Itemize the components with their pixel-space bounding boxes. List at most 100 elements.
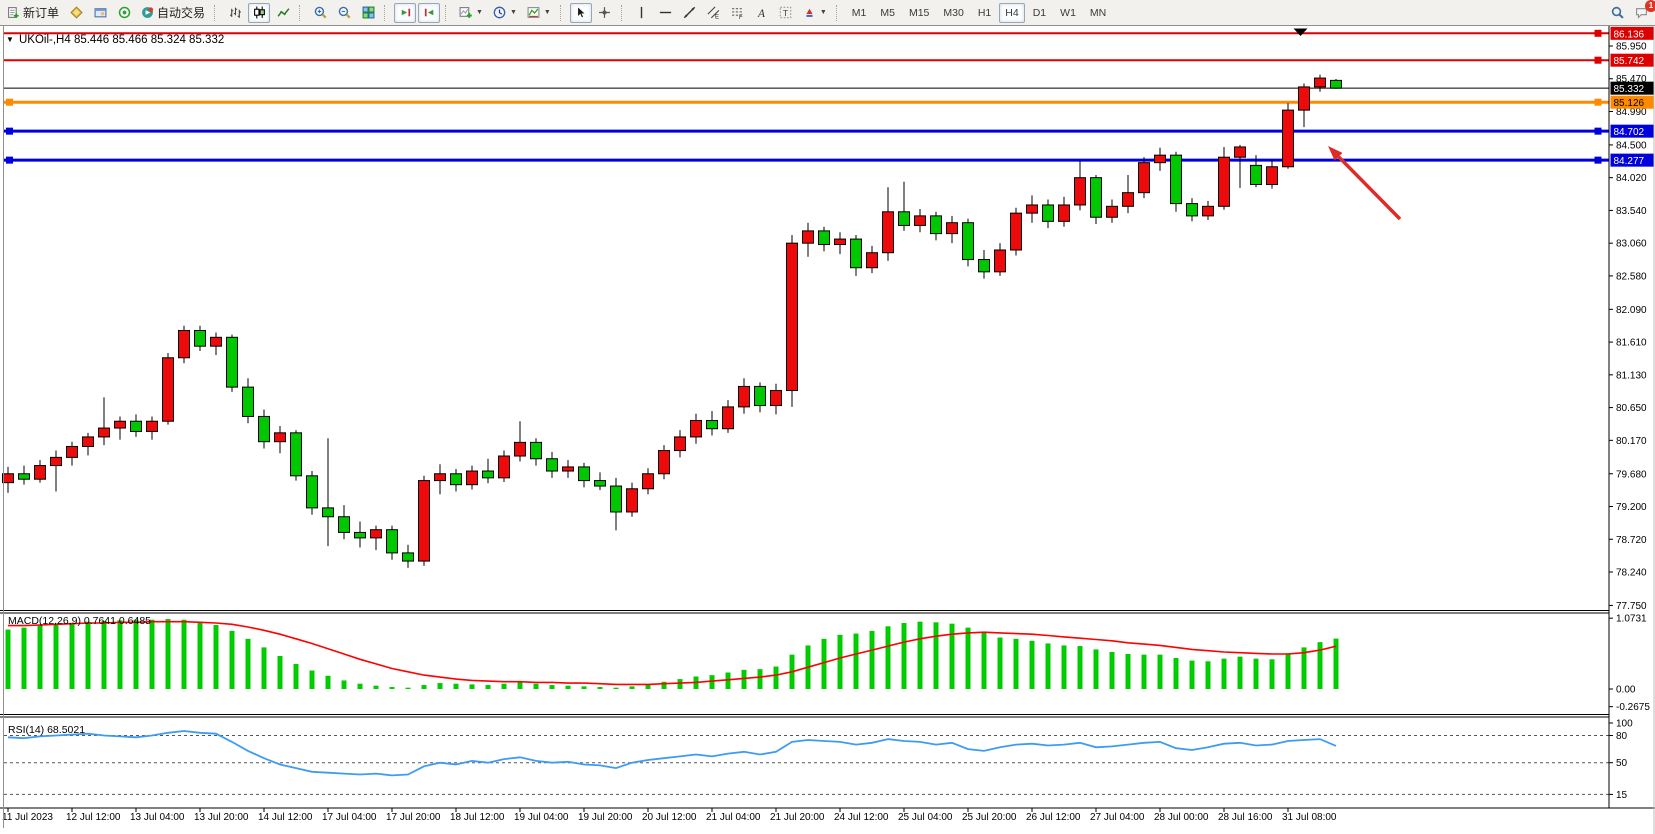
candle-body xyxy=(930,215,942,235)
bar-chart-icon xyxy=(229,7,241,18)
candle-body xyxy=(1010,212,1022,251)
candle-body xyxy=(98,427,110,438)
cursor-button[interactable] xyxy=(569,2,592,23)
candle-body xyxy=(994,249,1006,273)
zoom-out-button[interactable] xyxy=(333,3,355,23)
tf-h1[interactable]: H1 xyxy=(972,3,997,23)
macd-bar xyxy=(517,682,523,689)
templates-button[interactable]: ▼ xyxy=(523,3,555,23)
candle-body xyxy=(722,406,734,430)
bar-chart-button[interactable] xyxy=(224,3,246,23)
time-label: 18 Jul 12:00 xyxy=(450,812,505,823)
time-axis[interactable]: 11 Jul 2023 12 Jul 12:00 13 Jul 04:00 13 Ju… xyxy=(2,808,1337,823)
auto-trading-button[interactable]: 自动交易 xyxy=(137,3,209,23)
symbol-dropdown-icon: ▼ xyxy=(6,35,14,44)
price-badge-84.277-text: 84.277 xyxy=(1614,156,1645,167)
text-label-button[interactable]: T xyxy=(775,3,797,23)
price-tick-label: 80.650 xyxy=(1616,403,1647,414)
equidistant-channel-icon: E xyxy=(707,6,720,19)
tf-m1[interactable]: M1 xyxy=(846,3,873,23)
toolbar: 新订单 自动交易 ▼ ▼ ▼ E F A T ▼ M1 M5 M15 M30 H1 H4 D1 W1 MN 1 xyxy=(0,0,1655,26)
trendline-button[interactable] xyxy=(679,3,701,23)
hline-left-handle[interactable] xyxy=(6,98,13,106)
chart-shift-button[interactable] xyxy=(418,2,441,23)
fibonacci-button[interactable]: F xyxy=(727,3,749,23)
rsi-tick-label: 80 xyxy=(1616,731,1628,742)
macd-bar xyxy=(549,685,555,689)
auto-scroll-icon xyxy=(401,8,410,17)
horizontal-line-button[interactable] xyxy=(655,3,677,23)
price-axis[interactable]: 85.950 85.470 84.990 84.500 84.020 83.540 83.0… xyxy=(1608,26,1655,808)
auto-scroll-button[interactable] xyxy=(394,2,417,23)
candle-body xyxy=(258,415,270,443)
chart-shift-marker[interactable] xyxy=(1293,28,1308,37)
tf-h4[interactable]: H4 xyxy=(999,2,1025,23)
tf-w1-label: W1 xyxy=(1060,6,1076,19)
macd-bar xyxy=(1285,653,1291,689)
price-badge-85.742 xyxy=(1610,53,1655,67)
toolbar-grip xyxy=(445,4,449,21)
hline-left-handle[interactable] xyxy=(6,156,13,164)
candle-body xyxy=(786,242,798,392)
tile-windows-button[interactable] xyxy=(357,3,379,23)
macd-bar xyxy=(773,666,779,689)
tf-m30[interactable]: M30 xyxy=(937,3,969,23)
annotation-arrow[interactable] xyxy=(1337,155,1402,221)
tf-w1[interactable]: W1 xyxy=(1054,3,1082,23)
arrows-button[interactable]: ▼ xyxy=(799,3,831,23)
caret-down-icon[interactable]: ▼ xyxy=(819,9,827,16)
macd-bar xyxy=(469,684,475,689)
macd-bar xyxy=(853,633,859,689)
candle-body xyxy=(914,215,926,226)
vertical-line-button[interactable] xyxy=(631,3,653,23)
search-button[interactable] xyxy=(1606,3,1628,23)
candle-body xyxy=(610,485,622,513)
tf-d1[interactable]: D1 xyxy=(1027,3,1052,23)
periods-button[interactable]: ▼ xyxy=(489,3,521,23)
time-label: 17 Jul 20:00 xyxy=(386,812,441,823)
current-price-badge-text: 85.332 xyxy=(1614,84,1645,95)
candle-body xyxy=(1186,203,1198,217)
candle-body xyxy=(370,529,382,539)
macd-bar xyxy=(453,683,459,689)
annotation-arrow-head[interactable] xyxy=(1328,146,1343,161)
caret-down-icon[interactable]: ▼ xyxy=(509,9,517,16)
new-order-button[interactable]: 新订单 xyxy=(3,3,63,23)
hline-left-handle[interactable] xyxy=(6,127,13,135)
hline-right-handle[interactable] xyxy=(1594,98,1602,106)
zoom-in-button[interactable] xyxy=(309,3,331,23)
hline-right-handle[interactable] xyxy=(1594,29,1602,37)
crosshair-button[interactable] xyxy=(594,3,616,23)
signals-button[interactable] xyxy=(113,3,135,23)
text-button[interactable]: A xyxy=(751,3,773,23)
candlestick-chart-icon xyxy=(253,6,265,19)
candle-body xyxy=(194,329,206,347)
new-chart-button[interactable]: ▼ xyxy=(455,3,487,23)
auto-trading-icon xyxy=(142,7,154,18)
macd-bar xyxy=(821,638,827,689)
hline-right-handle[interactable] xyxy=(1594,127,1602,135)
mql5-button[interactable] xyxy=(65,3,87,23)
toolbar-grip xyxy=(835,4,840,21)
equidistant-channel-button[interactable]: E xyxy=(703,3,725,23)
metaeditor-button[interactable] xyxy=(89,3,111,23)
crosshair-icon xyxy=(599,7,611,18)
candlestick-chart-button[interactable] xyxy=(248,2,271,23)
candle-body xyxy=(770,390,782,407)
candle-body xyxy=(1042,204,1054,222)
tf-m5[interactable]: M5 xyxy=(874,3,901,23)
line-chart-button[interactable] xyxy=(272,3,294,23)
caret-down-icon[interactable]: ▼ xyxy=(543,9,551,16)
macd-bar xyxy=(741,669,747,689)
hline-right-handle[interactable] xyxy=(1594,156,1602,164)
notifications-button[interactable]: 1 xyxy=(1630,0,1655,23)
tf-mn[interactable]: MN xyxy=(1084,3,1112,23)
candle-body xyxy=(1138,162,1150,194)
svg-text:E: E xyxy=(715,15,719,19)
macd-bar xyxy=(1333,638,1339,689)
hline-right-handle[interactable] xyxy=(1594,56,1602,64)
macd-bar xyxy=(565,685,571,689)
tf-m15[interactable]: M15 xyxy=(903,3,935,23)
caret-down-icon[interactable]: ▼ xyxy=(476,9,483,16)
